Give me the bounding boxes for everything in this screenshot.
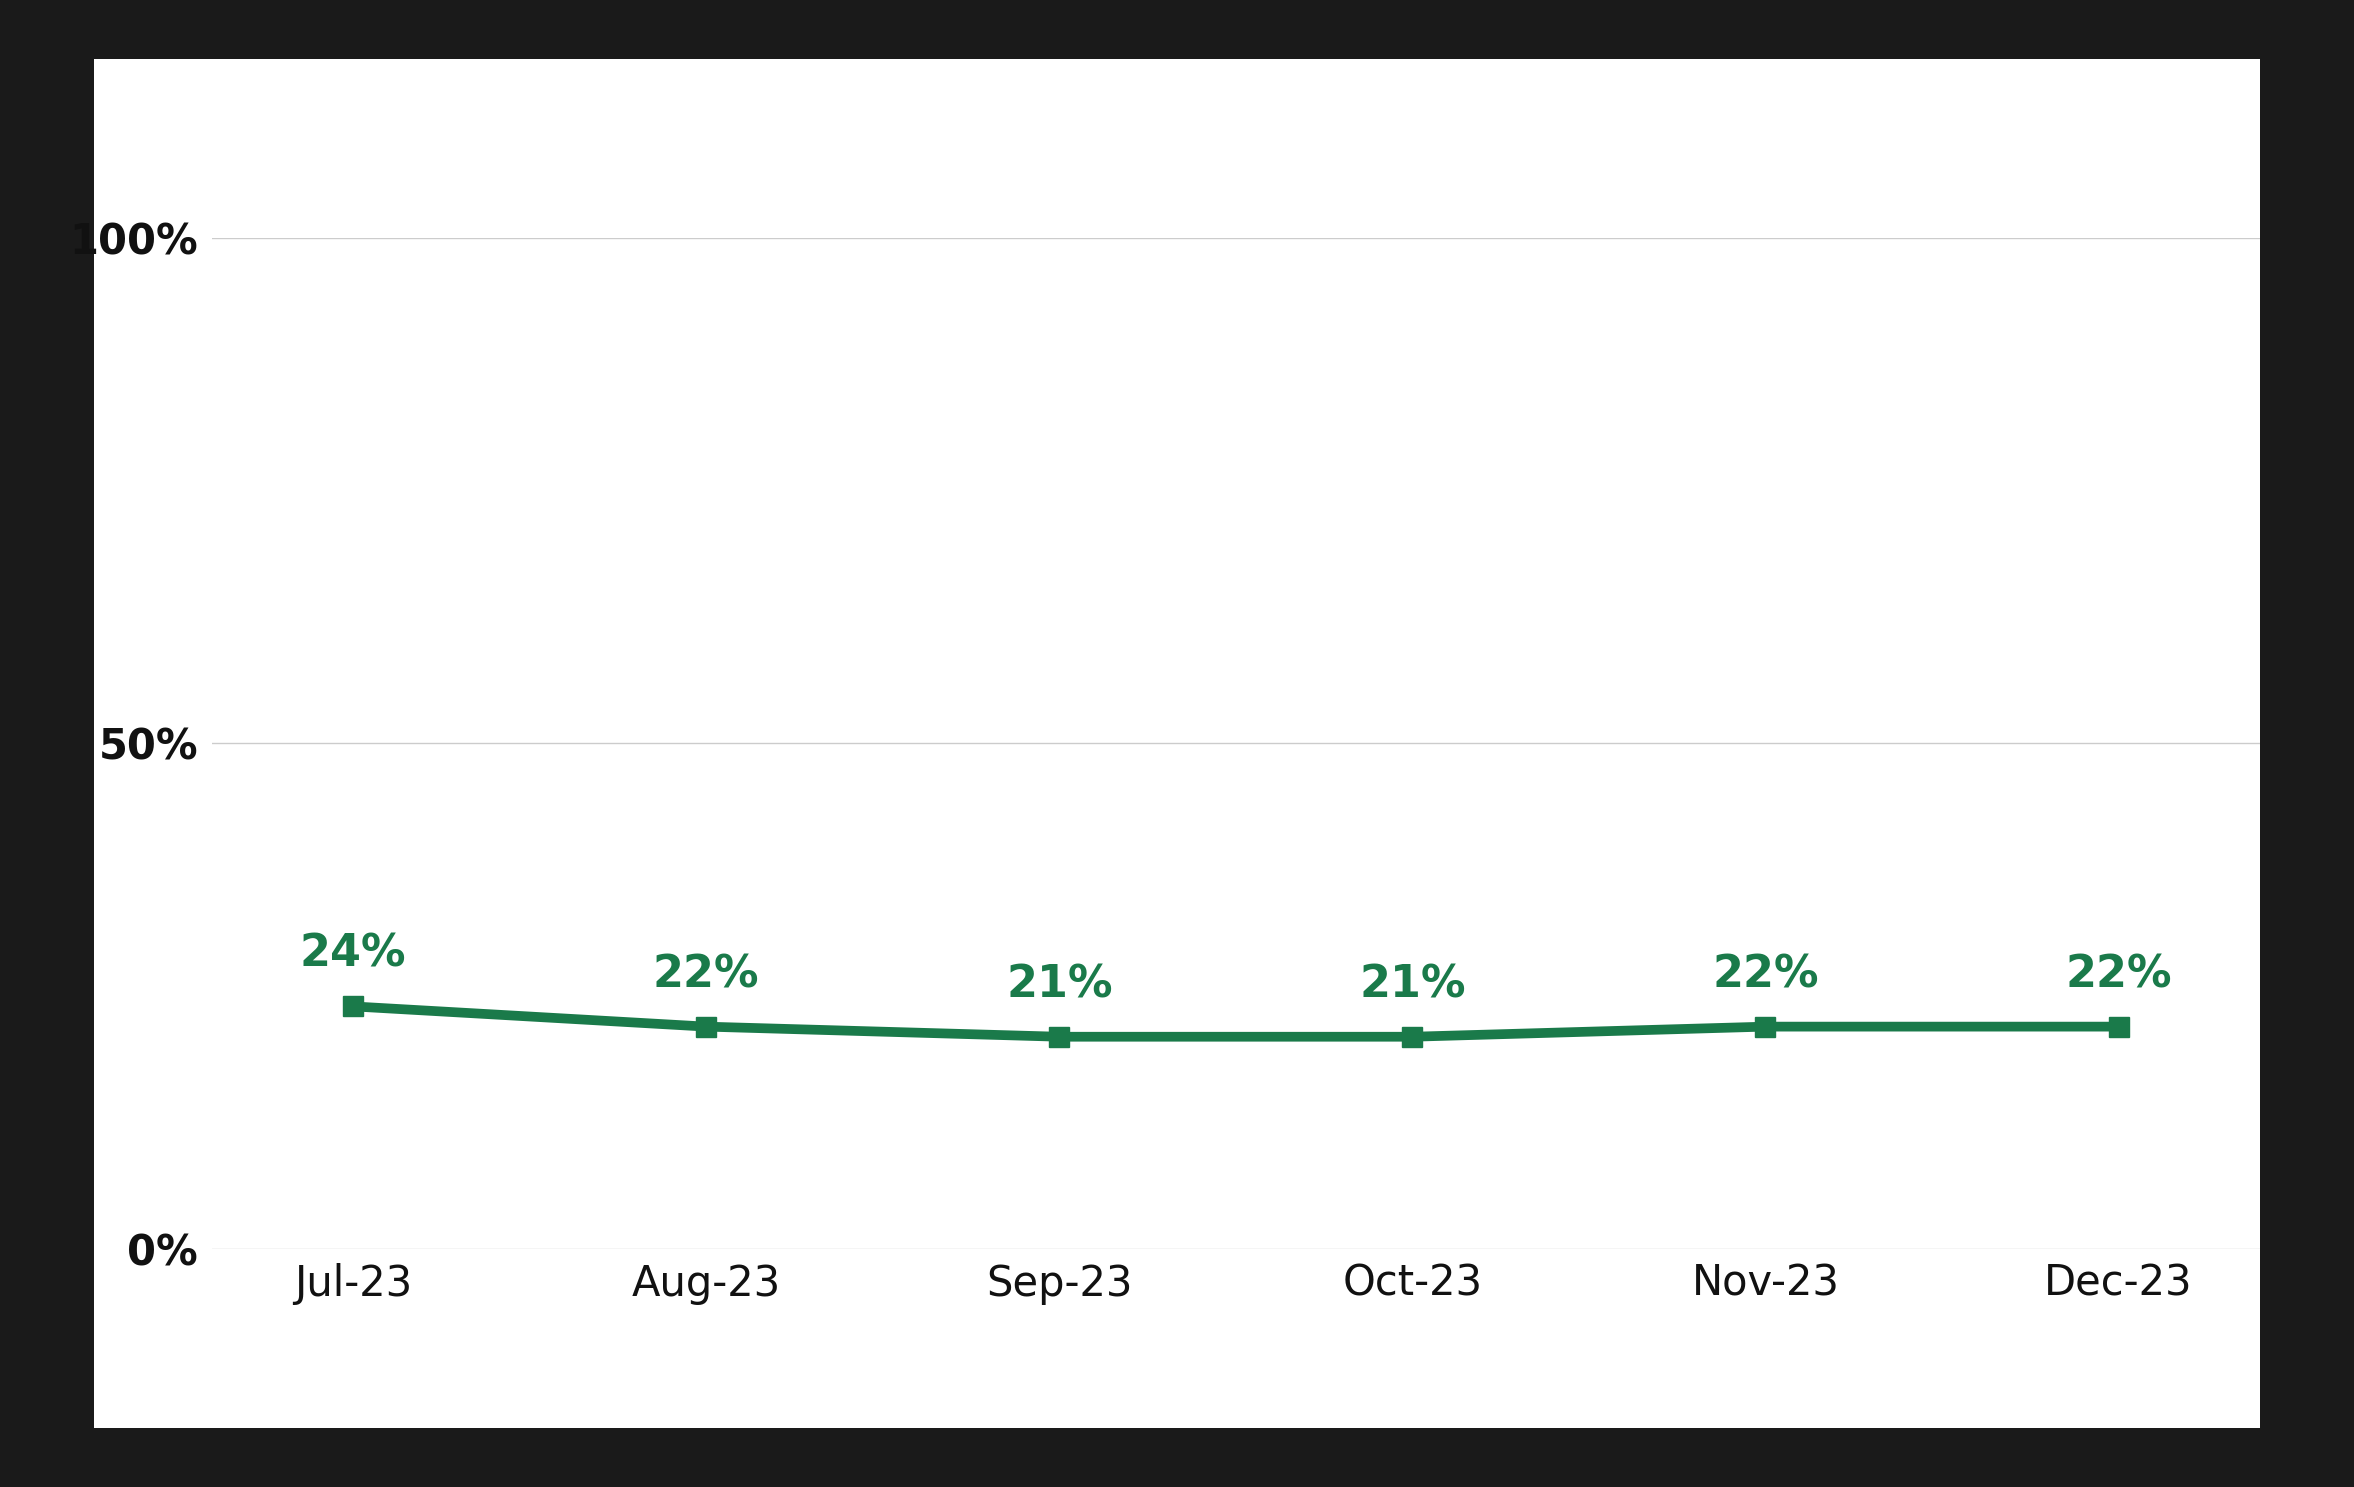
Text: 21%: 21% bbox=[1358, 964, 1467, 1007]
Text: 22%: 22% bbox=[652, 953, 760, 996]
Text: 22%: 22% bbox=[2064, 953, 2173, 996]
Text: 22%: 22% bbox=[1711, 953, 1820, 996]
FancyBboxPatch shape bbox=[94, 59, 2260, 1428]
Text: 24%: 24% bbox=[299, 932, 407, 975]
Text: 21%: 21% bbox=[1005, 964, 1113, 1007]
